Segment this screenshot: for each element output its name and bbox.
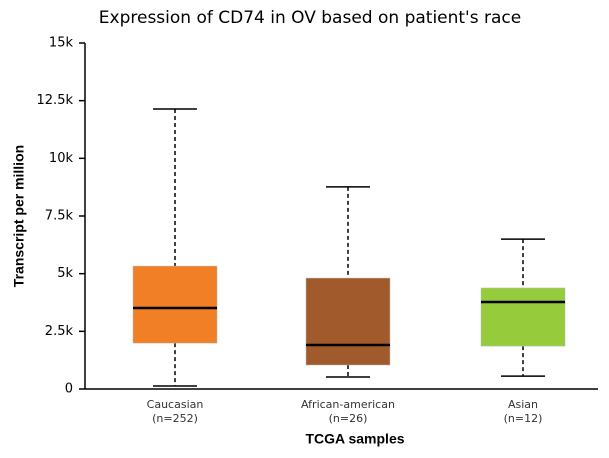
y-tick-label: 0: [65, 382, 73, 397]
y-tick-label: 7.5k: [45, 209, 74, 224]
y-axis-label: Transcript per million: [11, 145, 27, 287]
y-tick-label: 12.5k: [37, 93, 74, 108]
x-tick-label: Caucasian: [147, 398, 204, 411]
sample-size-label: (n=26): [329, 412, 368, 425]
box: [305, 277, 391, 366]
sample-size-label: (n=12): [504, 412, 543, 425]
x-tick-label: Asian: [508, 398, 538, 411]
sample-size-label: (n=252): [152, 412, 198, 425]
y-tick-label: 2.5k: [45, 324, 74, 339]
y-tick-label: 10k: [49, 151, 74, 166]
x-axis-label: TCGA samples: [305, 431, 404, 447]
y-tick-label: 5k: [57, 266, 73, 281]
box: [132, 265, 218, 344]
y-tick-label: 15k: [49, 36, 74, 51]
box: [480, 287, 566, 347]
chart-title: Expression of CD74 in OV based on patien…: [99, 8, 521, 28]
x-tick-label: African-american: [301, 398, 395, 411]
